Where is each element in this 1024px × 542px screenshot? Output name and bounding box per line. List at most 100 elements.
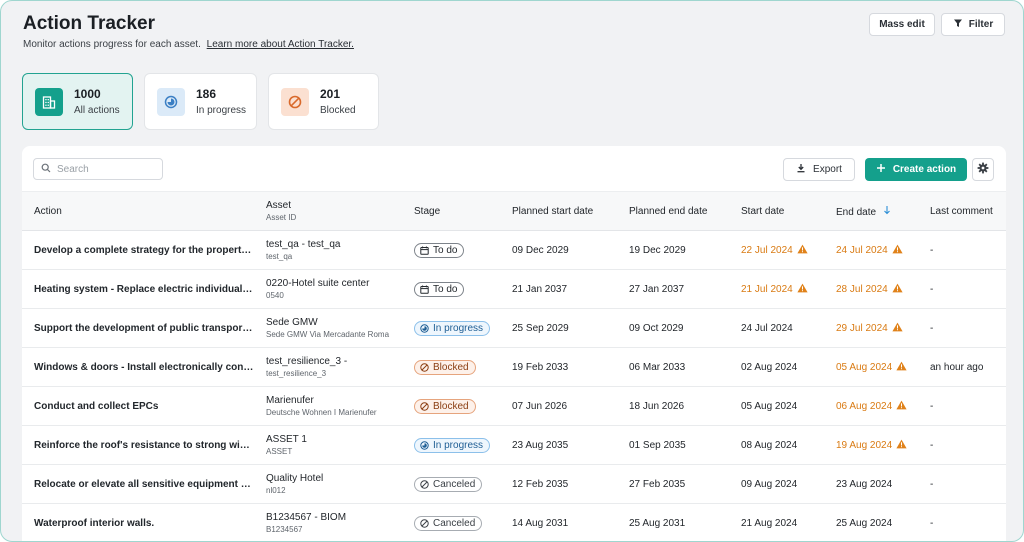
stage-badge[interactable]: In progress (414, 320, 491, 336)
stage-label: In progress (433, 439, 484, 451)
asset-cell[interactable]: B1234567 - BIOM B1234567 (254, 504, 402, 542)
late-date: 29 Jul 2024 (836, 322, 903, 335)
stage-badge[interactable]: In progress (414, 437, 491, 453)
start-date: 02 Aug 2024 (741, 361, 798, 373)
asset-cell[interactable]: Marienufer Deutsche Wohnen I Marienufer (254, 387, 402, 426)
end-date-cell: 29 Jul 2024 (824, 309, 918, 348)
stage-cell: In progress (402, 309, 500, 348)
sort-arrow-down-icon[interactable] (883, 205, 891, 218)
stage-badge[interactable]: Blocked (414, 398, 476, 414)
last-comment: - (930, 244, 934, 256)
stage-label: To do (433, 244, 458, 256)
table-row[interactable]: Reinforce the roof's resistance to stron… (22, 426, 1006, 465)
asset-id: B1234567 (266, 525, 303, 534)
col-header-planned-start[interactable]: Planned start date (500, 191, 617, 231)
asset-name: Marienufer (266, 395, 314, 406)
table-row[interactable]: Heating system - Replace electric indivi… (22, 270, 1006, 309)
last-comment: - (930, 400, 934, 412)
stage-badge[interactable]: Canceled (414, 476, 483, 492)
planned-end-date: 06 Mar 2033 (629, 361, 686, 373)
calendar-icon (420, 285, 429, 294)
search-icon (41, 160, 51, 178)
action-name[interactable]: Develop a complete strategy for the prop… (34, 244, 254, 256)
col-header-action[interactable]: Action (22, 191, 254, 231)
col-header-asset[interactable]: Asset Asset ID (254, 191, 402, 231)
table-row[interactable]: Waterproof interior walls. B1234567 - BIO… (22, 504, 1006, 542)
search-field[interactable] (33, 158, 163, 180)
learn-more-link[interactable]: Learn more about Action Tracker. (206, 39, 354, 50)
asset-name: test_resilience_3 - (266, 356, 348, 367)
table-row[interactable]: Develop a complete strategy for the prop… (22, 231, 1006, 270)
planned-end-date: 18 Jun 2026 (629, 400, 685, 412)
col-header-start-date[interactable]: Start date (729, 191, 824, 231)
settings-button[interactable] (972, 158, 994, 181)
action-name[interactable]: Reinforce the roof's resistance to stron… (34, 439, 254, 451)
create-action-button[interactable]: Create action (865, 158, 967, 181)
start-date-cell: 09 Aug 2024 (729, 465, 824, 504)
planned-end-date: 01 Sep 2035 (629, 439, 686, 451)
asset-id: test_qa (266, 252, 293, 261)
end-date-cell: 23 Aug 2024 (824, 465, 918, 504)
stage-cell: Canceled (402, 504, 500, 542)
progress-circle-icon (157, 87, 185, 116)
end-date: 06 Aug 2024 (836, 400, 893, 412)
table-row[interactable]: Windows & doors - Install electronically… (22, 348, 1006, 387)
kpi-count: 186 (196, 87, 217, 101)
start-date: 08 Aug 2024 (741, 439, 798, 451)
asset-cell[interactable]: test_resilience_3 - test_resilience_3 (254, 348, 402, 387)
action-name[interactable]: Heating system - Replace electric indivi… (34, 283, 254, 295)
col-header-last-comment[interactable]: Last comment (918, 191, 1006, 231)
actions-panel: Export Create action (22, 146, 1006, 542)
start-date: 05 Aug 2024 (741, 400, 798, 412)
col-header-planned-end[interactable]: Planned end date (617, 191, 729, 231)
asset-id: test_resilience_3 (266, 369, 327, 378)
export-button[interactable]: Export (783, 158, 855, 181)
stage-badge[interactable]: Blocked (414, 359, 476, 375)
actions-table: Action Asset Asset ID Stage Planned star… (22, 191, 1006, 542)
end-date: 25 Aug 2024 (836, 517, 893, 529)
stage-badge[interactable]: To do (414, 242, 465, 258)
action-name[interactable]: Waterproof interior walls. (34, 517, 155, 529)
planned-start-date: 19 Feb 2033 (512, 361, 569, 373)
col-header-end-date[interactable]: End date (824, 191, 918, 231)
stage-badge[interactable]: Canceled (414, 515, 483, 531)
kpi-card-all-actions[interactable]: 1000 All actions (22, 73, 133, 130)
asset-cell[interactable]: Sede GMW Sede GMW Via Mercadante Roma (254, 309, 402, 348)
end-date-cell: 05 Aug 2024 (824, 348, 918, 387)
action-name[interactable]: Relocate or elevate all sensitive equipm… (34, 478, 254, 490)
filter-icon (953, 18, 963, 31)
asset-cell[interactable]: 0220-Hotel suite center 0540 (254, 270, 402, 309)
table-row[interactable]: Support the development of public transp… (22, 309, 1006, 348)
search-input[interactable] (57, 163, 157, 175)
asset-name: Sede GMW (266, 317, 318, 328)
action-name[interactable]: Windows & doors - Install electronically… (34, 361, 254, 373)
asset-cell[interactable]: Quality Hotel nl012 (254, 465, 402, 504)
start-date-cell: 05 Aug 2024 (729, 387, 824, 426)
export-label: Export (813, 164, 842, 175)
stage-cell: In progress (402, 426, 500, 465)
last-comment: - (930, 478, 934, 490)
asset-cell[interactable]: ASSET 1 ASSET (254, 426, 402, 465)
stage-label: In progress (433, 322, 484, 334)
kpi-card-blocked[interactable]: 201 Blocked (268, 73, 379, 130)
end-date-cell: 24 Jul 2024 (824, 231, 918, 270)
mass-edit-button[interactable]: Mass edit (869, 13, 935, 36)
action-name[interactable]: Conduct and collect EPCs (34, 400, 159, 412)
stage-label: Canceled (433, 517, 476, 529)
asset-cell[interactable]: test_qa - test_qa test_qa (254, 231, 402, 270)
stage-cell: Canceled (402, 465, 500, 504)
stage-cell: To do (402, 231, 500, 270)
col-header-stage[interactable]: Stage (402, 191, 500, 231)
asset-name: 0220-Hotel suite center (266, 278, 370, 289)
action-name[interactable]: Support the development of public transp… (34, 322, 254, 334)
table-row[interactable]: Relocate or elevate all sensitive equipm… (22, 465, 1006, 504)
building-icon (35, 87, 63, 116)
end-date-cell: 06 Aug 2024 (824, 387, 918, 426)
filter-button[interactable]: Filter (941, 13, 1005, 36)
filter-label: Filter (968, 19, 994, 30)
table-row[interactable]: Conduct and collect EPCs Marienufer Deutsc… (22, 387, 1006, 426)
warning-icon (892, 322, 903, 335)
stage-badge[interactable]: To do (414, 281, 465, 297)
kpi-card-in-progress[interactable]: 186 In progress (144, 73, 257, 130)
